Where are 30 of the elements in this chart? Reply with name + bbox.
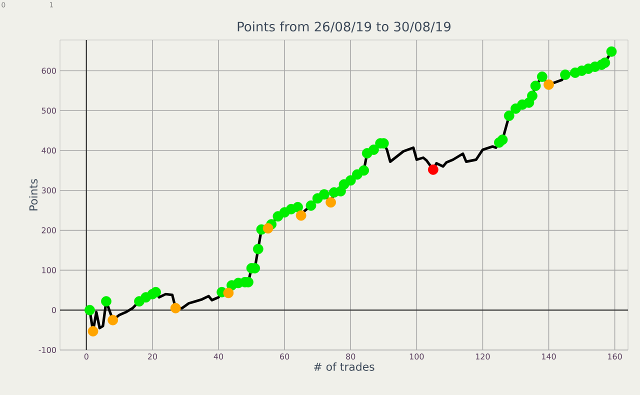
y-axis-title: Points <box>29 179 38 210</box>
point <box>84 304 95 316</box>
point <box>223 288 234 298</box>
point <box>326 197 336 208</box>
x-axis-title: # of trades <box>314 362 374 371</box>
point <box>527 90 538 102</box>
point <box>318 189 330 200</box>
point <box>296 210 306 221</box>
point <box>358 165 370 176</box>
point <box>262 223 274 234</box>
point <box>428 164 438 175</box>
point <box>306 200 316 211</box>
point <box>600 58 610 68</box>
point <box>504 110 514 121</box>
point <box>544 79 554 90</box>
point <box>497 134 508 145</box>
point <box>170 302 181 314</box>
point <box>345 175 356 186</box>
point <box>292 202 303 212</box>
chart-title: Points from 26/08/19 to 30/08/19 <box>238 21 450 32</box>
point <box>88 326 98 336</box>
point <box>536 72 548 82</box>
point <box>530 80 541 92</box>
point <box>150 286 161 298</box>
point <box>108 314 118 326</box>
point <box>560 70 570 80</box>
point <box>252 244 264 254</box>
point <box>101 296 112 307</box>
point <box>606 46 617 57</box>
point <box>368 144 379 155</box>
